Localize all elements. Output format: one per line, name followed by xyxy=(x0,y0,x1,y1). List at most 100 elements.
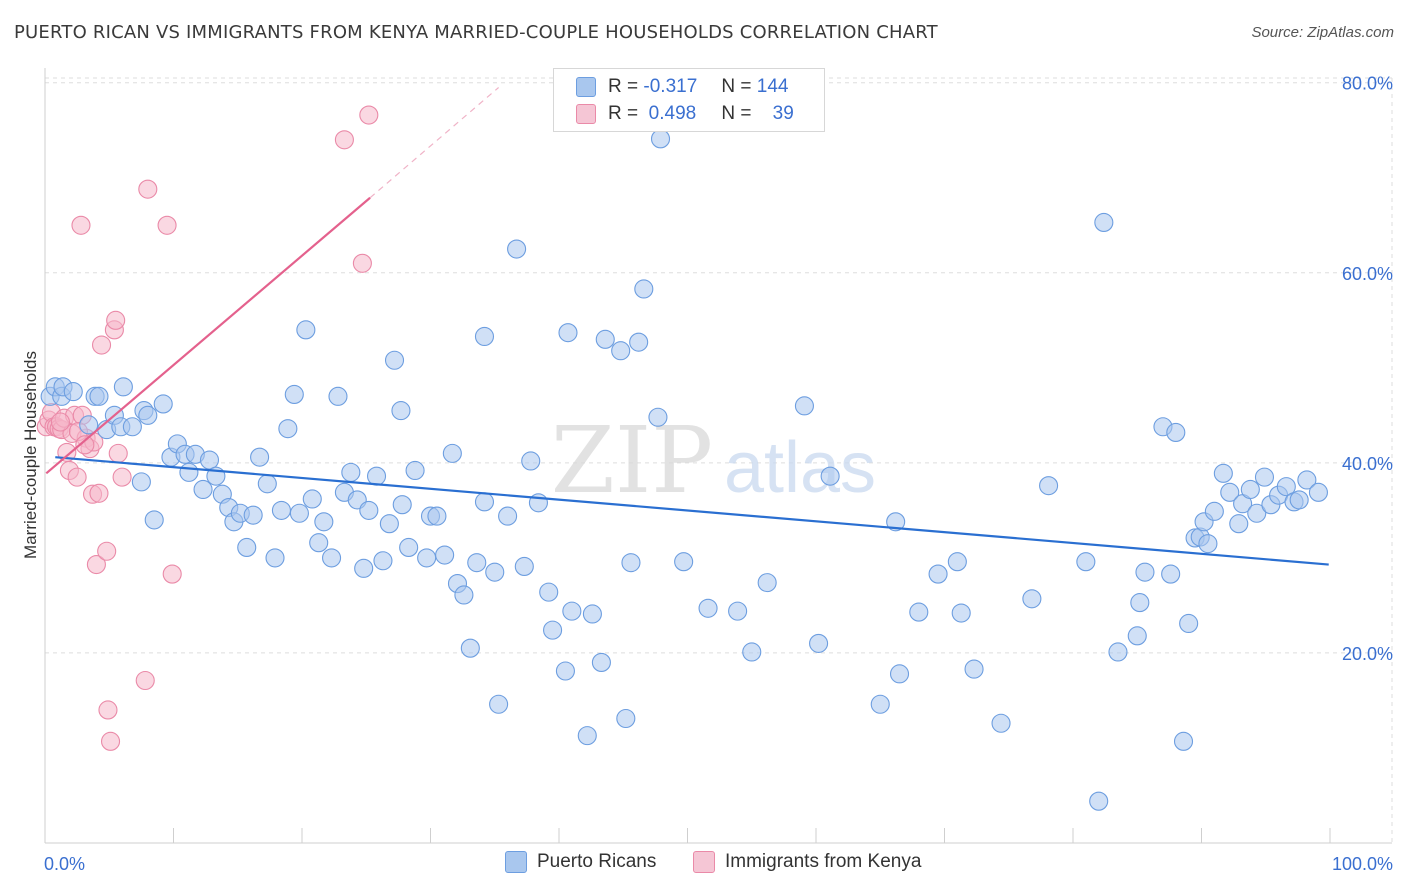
kenya-point xyxy=(86,555,106,575)
legend-r-value: -0.317 xyxy=(643,76,698,97)
legend-r-label: R = xyxy=(608,103,639,124)
puerto-rican-point xyxy=(507,239,527,259)
puerto-rican-point xyxy=(1130,593,1150,613)
puerto-rican-point xyxy=(577,726,597,746)
puerto-rican-point xyxy=(243,505,263,525)
puerto-rican-point xyxy=(558,323,578,343)
puerto-rican-point xyxy=(366,466,387,486)
puerto-rican-point xyxy=(1166,422,1186,443)
puerto-rican-point xyxy=(1240,479,1260,500)
puerto-rican-point xyxy=(1297,470,1317,490)
kenya-trendline xyxy=(45,196,371,475)
puerto-rican-point xyxy=(309,533,329,553)
puerto-rican-point xyxy=(265,548,285,568)
kenya-point xyxy=(157,215,177,235)
puerto-rican-point xyxy=(314,512,334,532)
puerto-rican-point xyxy=(611,341,631,361)
legend-n-value: 144 xyxy=(756,76,789,97)
puerto-rican-point xyxy=(674,552,694,572)
puerto-rican-point xyxy=(435,545,455,565)
puerto-rican-point xyxy=(582,604,602,624)
y-tick-label: 60.0% xyxy=(1342,264,1393,284)
puerto-rican-point xyxy=(648,407,668,427)
legend-n-label: N = xyxy=(721,76,752,97)
puerto-rican-point xyxy=(1308,482,1328,502)
puerto-rican-point xyxy=(392,495,412,515)
puerto-rican-point xyxy=(153,394,173,414)
puerto-rican-point xyxy=(289,503,309,523)
puerto-rican-point xyxy=(1254,467,1275,487)
puerto-rican-point xyxy=(498,506,518,526)
puerto-rican-point xyxy=(442,443,462,463)
puerto-rican-point xyxy=(485,562,505,582)
puerto-rican-point xyxy=(1276,477,1296,497)
bottom-legend-swatch-pink xyxy=(693,851,715,873)
puerto-rican-point xyxy=(257,474,277,494)
puerto-rican-point xyxy=(621,553,641,573)
puerto-rican-point xyxy=(1039,476,1059,496)
x-tick-label: 0.0% xyxy=(44,854,85,874)
puerto-rican-point xyxy=(591,652,611,672)
kenya-point xyxy=(91,335,112,355)
puerto-rican-point xyxy=(555,661,575,681)
puerto-rican-point xyxy=(1229,514,1249,534)
puerto-rican-point xyxy=(870,694,890,714)
puerto-rican-point xyxy=(1089,791,1109,811)
puerto-rican-point xyxy=(271,500,291,520)
puerto-rican-point xyxy=(328,386,348,406)
kenya-point xyxy=(98,700,118,720)
puerto-rican-point xyxy=(928,564,948,584)
puerto-rican-point xyxy=(909,602,929,622)
puerto-rican-point xyxy=(1022,589,1042,609)
kenya-point xyxy=(71,215,91,235)
puerto-rican-point xyxy=(199,450,220,470)
y-tick-label: 80.0% xyxy=(1342,74,1393,94)
legend-swatch-pink xyxy=(576,104,596,124)
puerto-rican-point xyxy=(1204,501,1224,521)
bottom-legend-kenya: Immigrants from Kenya xyxy=(693,851,921,873)
puerto-rican-trendline xyxy=(55,456,1329,566)
kenya-point xyxy=(100,731,121,751)
puerto-rican-point xyxy=(379,514,399,534)
kenya-point xyxy=(334,130,354,150)
puerto-rican-point xyxy=(250,447,270,467)
puerto-rican-point xyxy=(144,510,164,530)
puerto-rican-point xyxy=(284,384,304,404)
x-tick-label: 100.0% xyxy=(1332,854,1393,874)
kenya-point xyxy=(75,435,95,455)
puerto-rican-point xyxy=(1179,613,1199,634)
puerto-rican-point xyxy=(417,548,437,568)
axes xyxy=(44,68,1392,844)
chart-title: PUERTO RICAN VS IMMIGRANTS FROM KENYA MA… xyxy=(14,22,938,43)
kenya-point xyxy=(162,564,182,584)
puerto-rican-point xyxy=(89,386,109,406)
puerto-rican-point xyxy=(1135,562,1155,582)
kenya-point xyxy=(352,253,372,273)
puerto-rican-point xyxy=(237,537,257,558)
kenya-point xyxy=(135,670,155,691)
puerto-rican-point xyxy=(543,620,563,640)
puerto-rican-point xyxy=(302,489,322,509)
puerto-rican-point xyxy=(562,601,582,621)
puerto-rican-point xyxy=(1127,626,1147,646)
puerto-rican-point xyxy=(63,382,83,402)
kenya-point xyxy=(108,443,128,463)
puerto-rican-point xyxy=(742,642,762,662)
puerto-rican-point xyxy=(521,451,541,471)
puerto-rican-point xyxy=(1247,503,1267,523)
puerto-rican-point xyxy=(1220,482,1240,502)
kenya-point xyxy=(97,541,117,561)
puerto-rican-point xyxy=(616,708,636,729)
puerto-rican-point xyxy=(427,506,447,526)
legend-row-puerto-ricans: R = -0.317 N = 144 xyxy=(576,75,788,99)
legend-r-number: 0.498 xyxy=(648,103,697,124)
kenya-point xyxy=(138,179,158,199)
legend-n-value: 39 xyxy=(772,103,794,124)
puerto-rican-point xyxy=(489,694,509,714)
puerto-rican-point xyxy=(1094,212,1114,232)
kenya-point xyxy=(106,310,126,330)
bottom-legend-label: Puerto Ricans xyxy=(537,851,657,872)
puerto-rican-point xyxy=(629,332,649,352)
bottom-legend-label: Immigrants from Kenya xyxy=(725,851,922,872)
